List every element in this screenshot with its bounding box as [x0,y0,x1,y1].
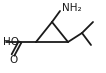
Text: HO: HO [3,37,19,47]
Text: O: O [9,55,17,65]
Text: NH₂: NH₂ [62,3,82,13]
